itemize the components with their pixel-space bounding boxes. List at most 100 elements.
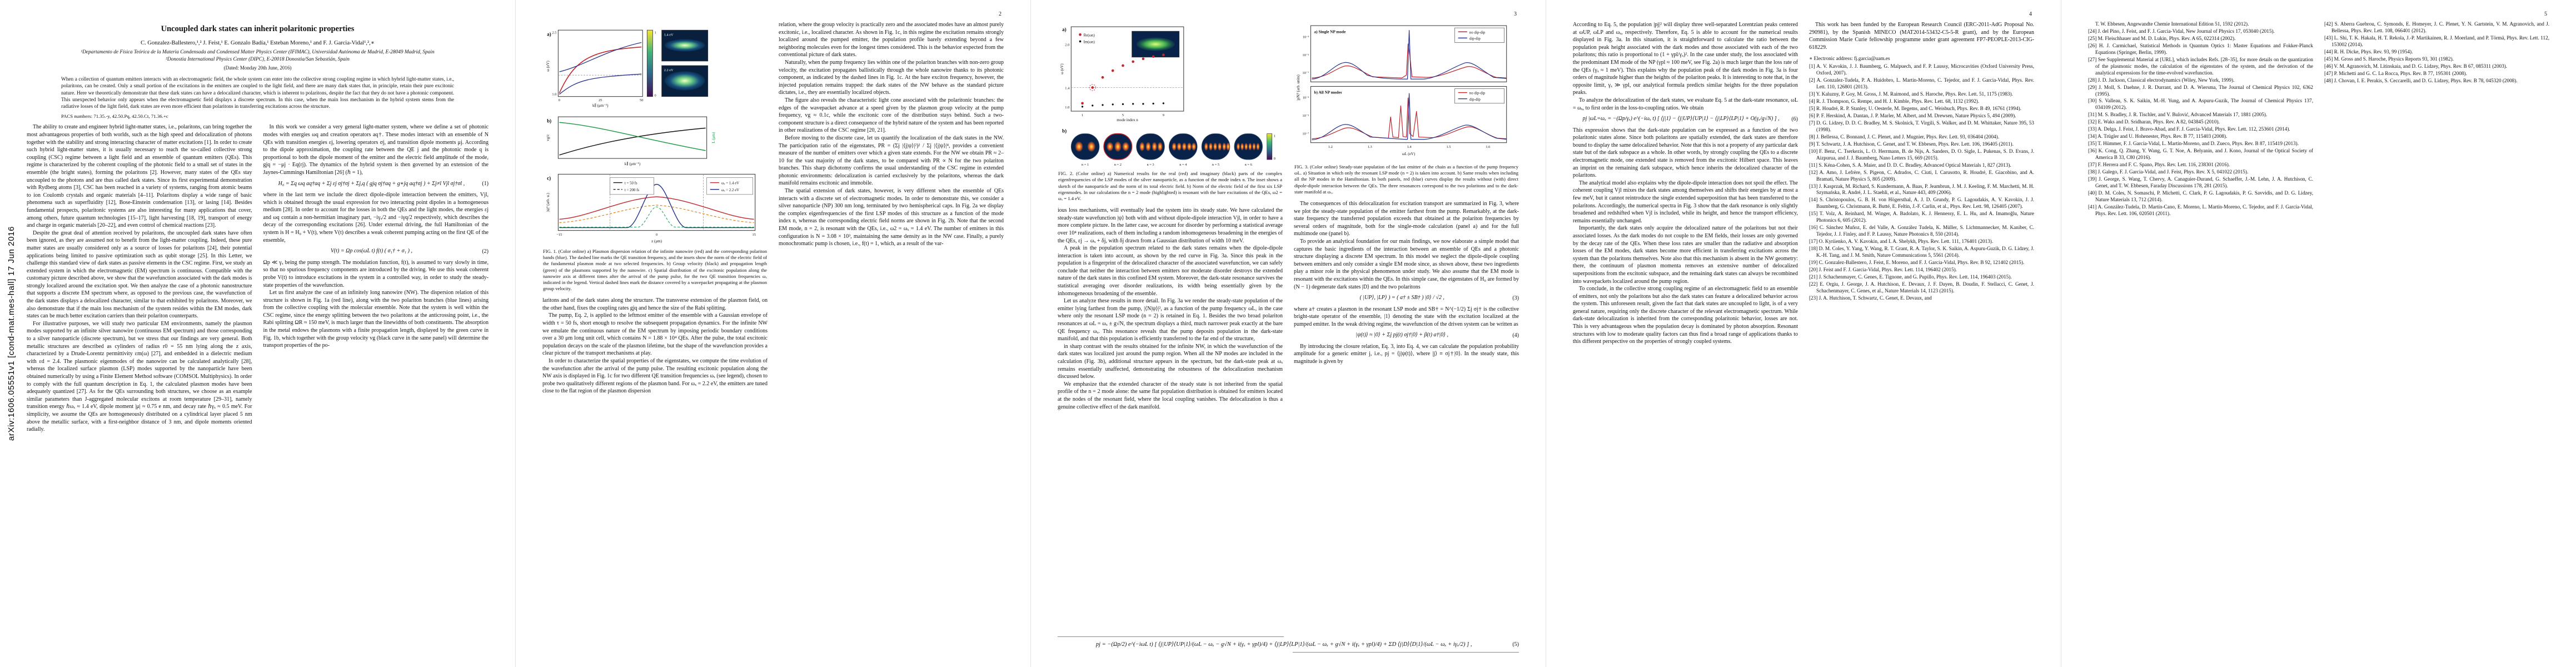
inset-label: 1.4 eV xyxy=(664,33,674,37)
reference-entry: [19] C. Gonzalez-Ballestero, J. Feist, E… xyxy=(1809,260,2025,266)
reference-entry: [31] M. S. Bradley, J. R. Tischler, and … xyxy=(2088,112,2268,118)
paragraph: To analyze the delocalization of the dar… xyxy=(1573,97,1798,111)
legend-label: t = 50 fs xyxy=(625,182,637,186)
paragraph: The figure also reveals the characterist… xyxy=(779,97,1004,134)
colorbar-label: 1 xyxy=(654,31,656,34)
reference-entry: [28] J. D. Jackson, Classical electrodyn… xyxy=(2088,77,2235,83)
paragraph: Let us first analyze the case of an infi… xyxy=(263,290,489,349)
reference-entry: [48] J. Chovan, I. E. Perakis, S. Ceccar… xyxy=(2324,77,2518,83)
colorbar-label: 0 xyxy=(654,94,656,98)
reference-entry: [45] M. Gross and S. Haroche, Physics Re… xyxy=(2324,56,2454,62)
reference-list: [24] J. del Pino, J. Feist, and F. J. Ga… xyxy=(2088,28,2313,217)
paragraph: The ability to create and engineer hybri… xyxy=(27,124,252,229)
page-number: 2 xyxy=(999,11,1001,17)
paragraph: where a† creates a plasmon in the resona… xyxy=(1294,306,1519,327)
legend-label: ωₓ = 1.4 eV xyxy=(721,182,739,186)
reference-entry: [32] E. Waks and D. Sridharan, Phys. Rev… xyxy=(2088,119,2220,125)
paragraph: The pump, Eq. 2, is applied to the leftm… xyxy=(542,312,768,357)
reference-entry: [38] J. Galego, F. J. Garcia-Vidal, and … xyxy=(2088,169,2249,175)
affiliation-2: ²Donostia International Physics Center (… xyxy=(166,56,350,62)
paragraph: Despite the great deal of attention rece… xyxy=(27,230,252,320)
page-number: 3 xyxy=(1514,11,1517,17)
equation-number: (6) xyxy=(1791,116,1798,122)
paragraph: Let us analyze these results in more det… xyxy=(1058,298,1283,342)
figure-2: a) xyxy=(1058,21,1283,169)
paragraph: where in the last term we include the di… xyxy=(263,192,489,243)
legend-label: no dip-dip xyxy=(1469,31,1486,34)
reference-entry: [15] T. Volz, A. Reinhard, M. Winger, A.… xyxy=(1809,211,2034,223)
page3-col1-paragraphs: ious loss mechanisms, will eventually le… xyxy=(1058,207,1283,411)
legend-label: no dip-dip xyxy=(1469,92,1486,96)
axis-label: vg/c xyxy=(546,134,550,141)
reference-entry: [14] S. Christopoulos, G. B. H. von Höge… xyxy=(1809,197,2034,210)
reference-entry: [37] F. Herrera and F. C. Spano, Phys. R… xyxy=(2088,162,2230,168)
page-2: 2 xyxy=(515,0,1030,667)
reference-entry: [36] K. Cong, Q. Zhang, Y. Wang, G. T. N… xyxy=(2088,148,2313,161)
equation-3: ( |UP⟩, |LP⟩ ) = ( a† ± SB† ) |0⟩ / √2 ,… xyxy=(1294,294,1519,302)
paragraph: To provide an analytical foundation for … xyxy=(1294,238,1519,290)
page-1: arXiv:1606.05551v1 [cond-mat.mes-hall] 1… xyxy=(0,0,515,667)
equation-number: (5) xyxy=(1512,641,1519,648)
figure-2-plot: a) xyxy=(1058,21,1283,169)
page2-col2-paragraphs: relation, where the group velocity is pr… xyxy=(779,21,1004,248)
reference-entry: [17] O. Kyriienko, A. V. Kavokin, and I.… xyxy=(1809,238,1994,245)
paper-title: Uncoupled dark states can inherit polari… xyxy=(161,24,355,33)
axis-label: k∥ (μm⁻¹) xyxy=(592,103,609,108)
axis-label: |ψ|² (arb. u.) xyxy=(546,193,550,212)
tick-label: 0 xyxy=(559,98,560,102)
equation-body: pj = −(Ωp/2) e^(−iωL t) [ ⟨j|UP⟩⟨UP|1⟩/(… xyxy=(1095,641,1472,648)
tick-label: 1.0 xyxy=(1065,106,1069,109)
reference-entry: [41] A. González-Tudela, D. Martín-Cano,… xyxy=(2088,203,2313,216)
reference-entry: [23] J. A. Hutchison, T. Schwartz, C. Ge… xyxy=(1809,295,1932,301)
reference-entry: [4] R. J. Thompson, G. Rempe, and H. J. … xyxy=(1809,98,1980,104)
reference-entry: [30] S. Valleau, S. K. Saikin, M.-H. Yun… xyxy=(2088,98,2313,111)
figure-2-caption: FIG. 2. (Color online) a) Numerical resu… xyxy=(1058,171,1282,201)
mode-label: n = 4 xyxy=(1179,163,1187,167)
reference-entry: [1] A. V. Kavokin, J. J. Baumberg, G. Ma… xyxy=(1809,63,2034,76)
paragraph: The analytical model also explains why t… xyxy=(1573,180,1798,224)
legend-label: t = 200 fs xyxy=(625,188,640,192)
tick-label: 1.5 xyxy=(1446,145,1451,149)
panel-a-title: a) Single NP mode xyxy=(1314,29,1346,34)
paragraph: For illustrative purposes, we will study… xyxy=(27,320,252,433)
panel-a-label: a) xyxy=(547,31,551,37)
reference-entry: [18] D. M. Coles, Y. Yang, Y. Wang, R. T… xyxy=(1809,246,2034,258)
page-number: 4 xyxy=(2029,11,2032,17)
legend-label: dip-dip xyxy=(1469,37,1481,41)
tick-label: 2.0 xyxy=(1065,43,1069,47)
equation-2: V(t) = Ωp cos(ωL t) f(t) ( σ₁† + σ₁ ) , … xyxy=(263,247,489,256)
page4-column-1: According to Eq. 5, the population |pj|²… xyxy=(1573,21,1798,346)
mode-label: n = 2 xyxy=(1114,163,1122,167)
figure-3: |pN|² (arb. units) a) Single NP mode no … xyxy=(1294,21,1519,162)
dated-line: (Dated: Monday 20th June, 2016) xyxy=(223,65,292,71)
page3-column-1: a) xyxy=(1058,21,1283,411)
reference-entry: [33] A. Delga, J. Feist, J. Bravo-Abad, … xyxy=(2088,126,2290,132)
equation-number: (3) xyxy=(1512,295,1519,301)
reference-entry: [2] A. Gonzalez-Tudela, P. A. Huidobro, … xyxy=(1809,77,2034,90)
legend-label: dip-dip xyxy=(1469,98,1481,102)
figure-1-caption: FIG. 1. (Color online) a) Plasmon disper… xyxy=(543,248,767,292)
axis-label: ω (eV) xyxy=(546,61,550,72)
mode-label: n = 6 xyxy=(1245,163,1252,167)
axis-label: L (μm) xyxy=(711,132,716,143)
legend-label: Im(ωn) xyxy=(1084,40,1095,44)
paragraph: Naturally, when the pump frequency lies … xyxy=(779,59,1004,96)
tick-label: 1 xyxy=(1082,113,1083,117)
legend-label: Re(ωn) xyxy=(1084,33,1095,37)
fig3-panel-b xyxy=(1310,86,1507,143)
tick-label: 1.3 xyxy=(1368,145,1372,149)
widetext-rule-bottom xyxy=(1293,652,1519,653)
paragraph: According to Eq. 5, the population |pj|²… xyxy=(1573,22,1798,96)
page4-column-2: This work has been funded by the Europea… xyxy=(1809,21,2034,346)
equation-number: (1) xyxy=(482,181,489,187)
paragraph: laritons and of the dark states along th… xyxy=(542,297,768,311)
reference-entry: [5] R. Houdré, R. P. Stanley, U. Oesterl… xyxy=(1809,106,2021,112)
page2-col1-paragraphs: laritons and of the dark states along th… xyxy=(542,297,768,395)
paragraph: Importantly, the dark states only acquir… xyxy=(1573,225,1798,285)
page-4: 4 According to Eq. 5, the population |pj… xyxy=(1546,0,2061,667)
equation-6: pj |ωL=ωₓ = −(Ωp/γₓ) e^(−iωₓ t) [ ⟨j|1⟩ … xyxy=(1573,115,1798,123)
acknowledgments: This work has been funded by the Europea… xyxy=(1809,22,2034,51)
panel-a-label: a) xyxy=(1062,27,1067,32)
figure-1: a) 2.5 1.0 ω (eV) 0 25 50 xyxy=(542,21,768,246)
